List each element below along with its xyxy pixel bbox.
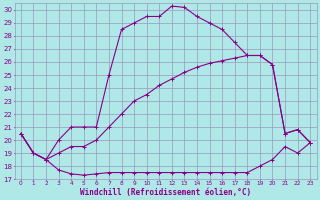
X-axis label: Windchill (Refroidissement éolien,°C): Windchill (Refroidissement éolien,°C) (80, 188, 251, 197)
